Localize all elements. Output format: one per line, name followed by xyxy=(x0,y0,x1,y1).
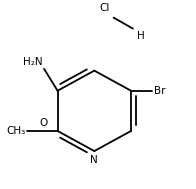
Text: CH₃: CH₃ xyxy=(6,126,26,136)
Text: H₂N: H₂N xyxy=(23,57,42,67)
Text: Cl: Cl xyxy=(99,3,110,13)
Text: H: H xyxy=(137,31,144,41)
Text: Br: Br xyxy=(154,86,166,96)
Text: O: O xyxy=(39,118,47,128)
Text: N: N xyxy=(90,155,98,165)
